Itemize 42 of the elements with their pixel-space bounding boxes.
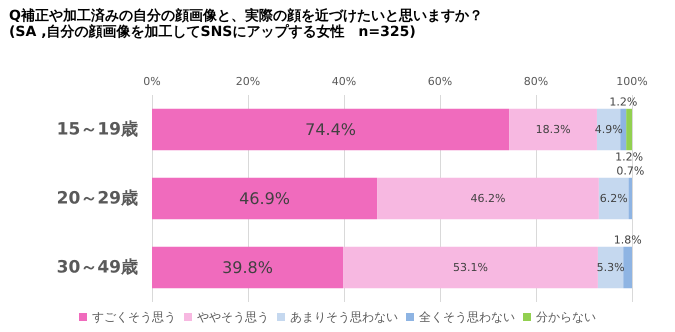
bar [152, 178, 378, 220]
data-label: 1.8% [614, 233, 642, 246]
data-label: 1.2% [615, 150, 644, 164]
y-tick-label: 15～19歳 [56, 120, 138, 140]
legend-label: 分からない [536, 310, 596, 324]
bar [623, 246, 632, 288]
bar [626, 108, 632, 150]
bar [152, 108, 510, 150]
data-label: 18.3% [536, 123, 571, 136]
legend-label: あまりそう思わない [290, 310, 398, 324]
data-label: 6.2% [600, 192, 628, 205]
x-tick-label: 0% [143, 75, 161, 88]
chart-title: Q補正や加工済みの自分の顔画像と、実際の顔を近づけたいと思いますか？ [9, 7, 483, 24]
data-label: 53.1% [453, 261, 488, 274]
bar [377, 178, 599, 220]
bar [152, 246, 344, 288]
data-label: 0.7% [616, 164, 644, 178]
data-label: 46.9% [239, 189, 290, 208]
chart-subtitle: (SA ,自分の顔画像を加工してSNSにアップする女性 n=325) [9, 23, 416, 40]
bar [509, 108, 597, 150]
data-label: 39.8% [222, 258, 273, 277]
x-tick-label: 100% [616, 75, 648, 88]
bar [628, 178, 632, 220]
legend-label: 全くそう思わない [419, 310, 515, 324]
data-label: 5.3% [596, 261, 625, 274]
y-tick-label: 30～49歳 [56, 258, 138, 278]
x-tick-label: 80% [524, 75, 548, 88]
data-label: 74.4% [305, 120, 356, 139]
y-tick-label: 20～29歳 [56, 188, 138, 208]
bar [620, 108, 626, 150]
data-label: 1.2% [609, 95, 638, 108]
x-tick-label: 60% [428, 75, 452, 88]
bar [598, 178, 629, 220]
x-tick-label: 20% [236, 75, 260, 88]
legend-label: すごくそう思う [92, 310, 176, 324]
x-tick-label: 40% [332, 75, 356, 88]
bar [343, 246, 598, 288]
data-label: 46.2% [470, 192, 506, 205]
legend-label: ややそう思う [197, 310, 269, 324]
bar [596, 108, 620, 150]
bar [598, 246, 624, 288]
data-label: 4.9% [594, 123, 623, 136]
